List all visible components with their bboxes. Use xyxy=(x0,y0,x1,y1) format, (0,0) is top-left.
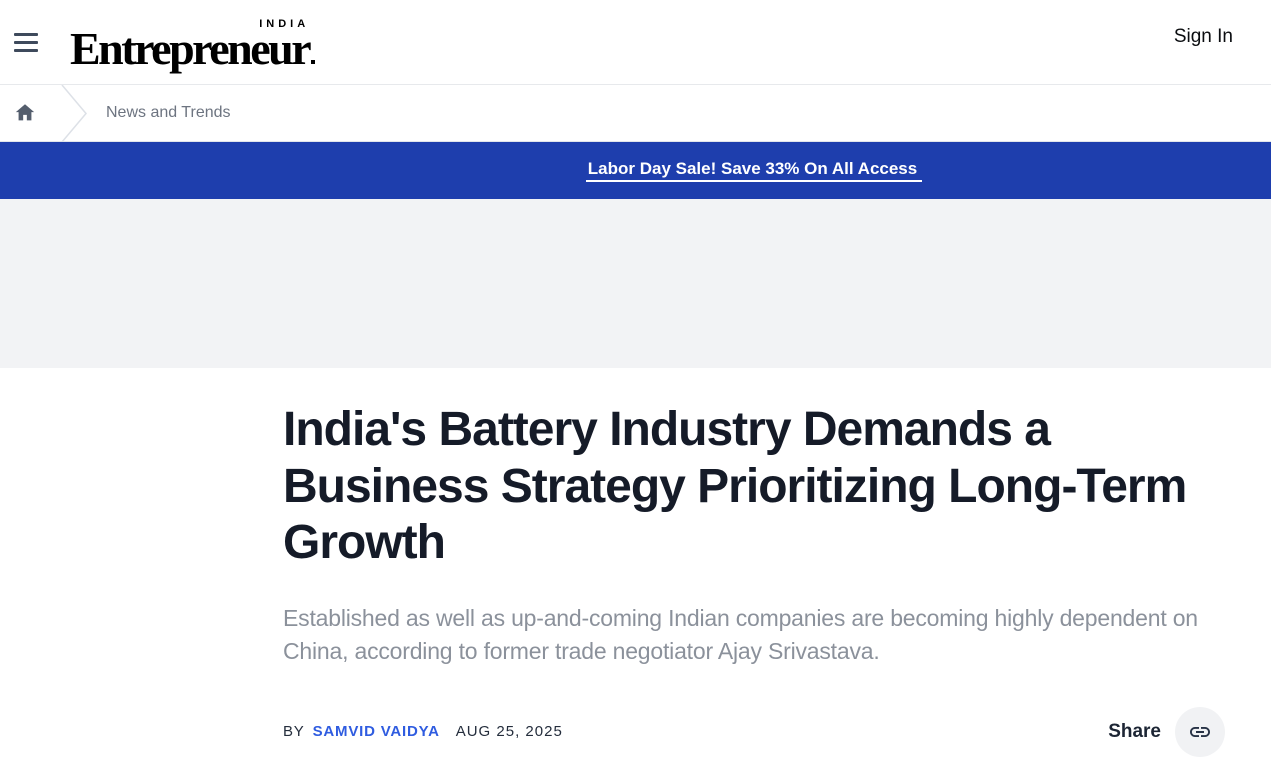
share-button[interactable] xyxy=(1175,706,1225,757)
byline-prefix: BY xyxy=(283,723,305,741)
breadcrumb-item-news-and-trends[interactable]: News and Trends xyxy=(106,104,231,121)
share-group: Share xyxy=(1108,706,1225,757)
brand-region-label: INDIA xyxy=(259,18,310,30)
promo-banner-link[interactable]: Labor Day Sale! Save 33% On All Access xyxy=(585,159,923,182)
menu-icon[interactable] xyxy=(8,19,54,65)
sign-in-link[interactable]: Sign In xyxy=(1173,26,1233,47)
promo-banner-inner: Labor Day Sale! Save 33% On All Access xyxy=(283,159,1225,182)
byline-row: BY SAMVID VAIDYA AUG 25, 2025 Share xyxy=(283,706,1225,757)
breadcrumb: News and Trends xyxy=(0,84,1271,142)
article-title: India's Battery Industry Demands a Busin… xyxy=(283,403,1187,570)
link-icon xyxy=(1190,726,1210,737)
home-icon[interactable] xyxy=(14,102,36,124)
promo-banner: Labor Day Sale! Save 33% On All Access xyxy=(0,142,1271,199)
article-date: AUG 25, 2025 xyxy=(455,723,563,741)
article: India's Battery Industry Demands a Busin… xyxy=(283,402,1225,757)
chevron-right-icon xyxy=(61,84,87,142)
article-subtitle: Established as well as up-and-coming Ind… xyxy=(283,604,1198,665)
share-label: Share xyxy=(1108,720,1161,742)
author-link[interactable]: SAMVID VAIDYA xyxy=(312,723,440,741)
byline: BY SAMVID VAIDYA AUG 25, 2025 xyxy=(283,723,563,740)
hero-media-placeholder xyxy=(0,199,1271,368)
brand-wordmark: Entrepreneur xyxy=(70,12,315,72)
site-header: INDIA Entrepreneur Sign In xyxy=(0,0,1271,85)
brand-logo[interactable]: INDIA Entrepreneur xyxy=(70,12,315,72)
